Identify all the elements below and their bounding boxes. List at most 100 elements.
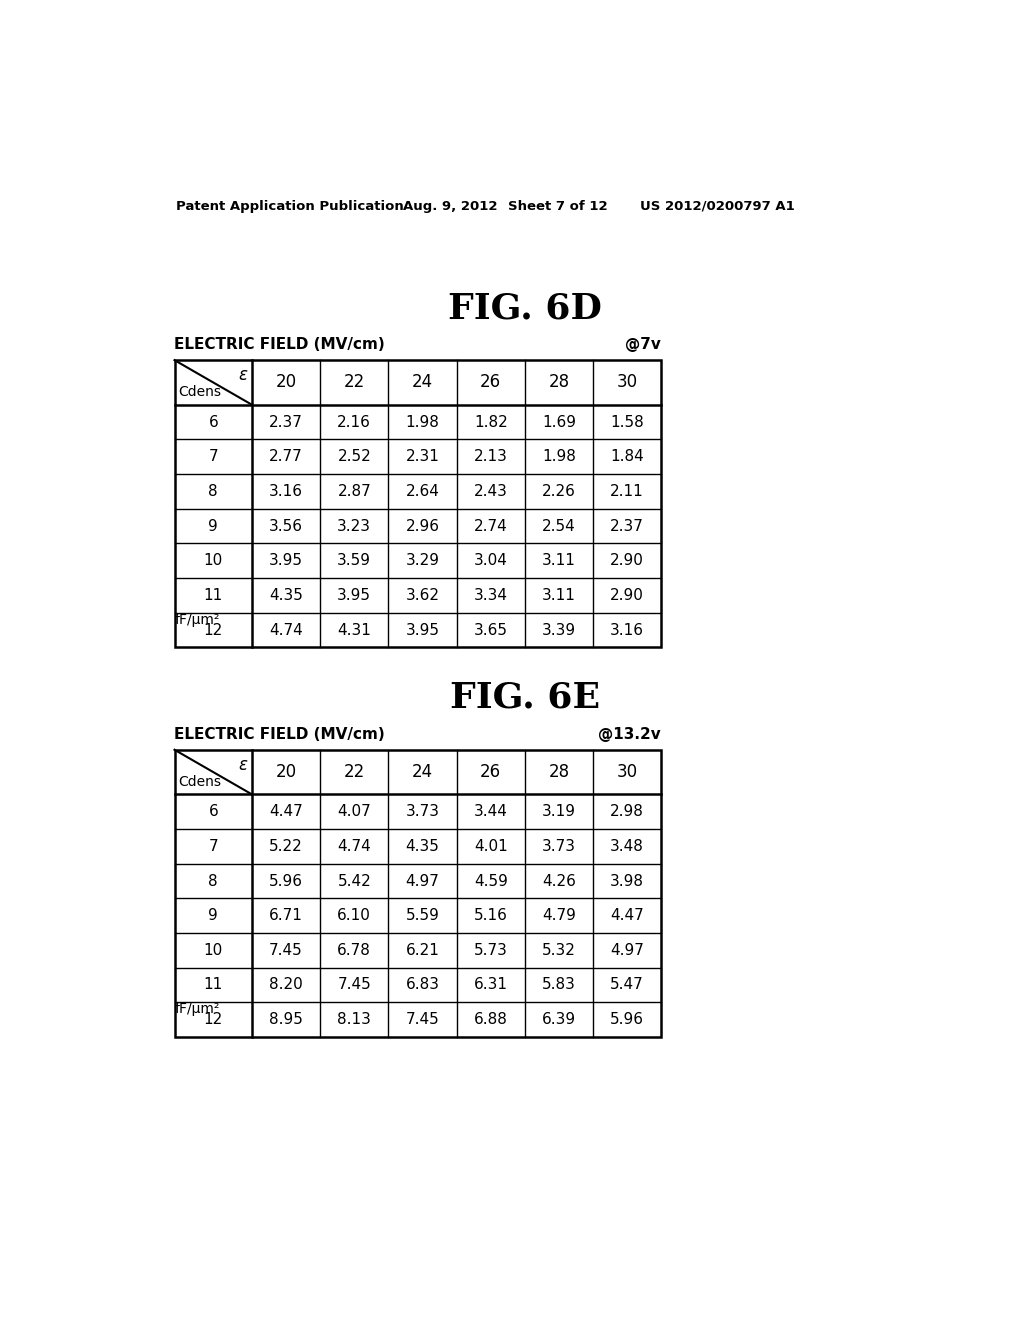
Text: fF/μm²: fF/μm²	[174, 1002, 220, 1015]
Text: 4.79: 4.79	[542, 908, 575, 923]
Text: FIG. 6D: FIG. 6D	[447, 292, 602, 326]
Text: 2.13: 2.13	[474, 449, 508, 465]
Text: US 2012/0200797 A1: US 2012/0200797 A1	[640, 199, 795, 213]
Text: 4.59: 4.59	[474, 874, 508, 888]
Text: 3.39: 3.39	[542, 623, 575, 638]
Text: 4.47: 4.47	[610, 908, 644, 923]
Text: 10: 10	[204, 942, 223, 958]
Text: 10: 10	[204, 553, 223, 568]
Text: 6.83: 6.83	[406, 978, 439, 993]
Text: 2.37: 2.37	[269, 414, 303, 429]
Text: 3.04: 3.04	[474, 553, 508, 568]
Text: 6: 6	[208, 804, 218, 820]
Text: 3.16: 3.16	[269, 484, 303, 499]
Text: 9: 9	[208, 519, 218, 533]
Text: 22: 22	[344, 763, 365, 781]
Text: 3.19: 3.19	[542, 804, 575, 820]
Text: 3.73: 3.73	[542, 840, 575, 854]
Text: 3.56: 3.56	[269, 519, 303, 533]
Text: 5.73: 5.73	[474, 942, 508, 958]
Text: 24: 24	[412, 374, 433, 392]
Text: 4.35: 4.35	[406, 840, 439, 854]
Text: 3.95: 3.95	[337, 587, 372, 603]
Text: 4.26: 4.26	[542, 874, 575, 888]
Text: 6.88: 6.88	[474, 1012, 508, 1027]
Text: 5.42: 5.42	[338, 874, 371, 888]
Text: 5.32: 5.32	[542, 942, 575, 958]
Text: 3.95: 3.95	[406, 623, 439, 638]
Text: 3.65: 3.65	[474, 623, 508, 638]
Text: 7.45: 7.45	[338, 978, 371, 993]
Text: 2.37: 2.37	[610, 519, 644, 533]
Text: 3.44: 3.44	[474, 804, 508, 820]
Text: 3.48: 3.48	[610, 840, 644, 854]
Text: 4.47: 4.47	[269, 804, 303, 820]
Text: 4.07: 4.07	[338, 804, 371, 820]
Text: 4.97: 4.97	[406, 874, 439, 888]
Text: 1.69: 1.69	[542, 414, 575, 429]
Text: fF/μm²: fF/μm²	[174, 612, 220, 627]
Text: 8: 8	[209, 874, 218, 888]
Text: 2.54: 2.54	[542, 519, 575, 533]
Bar	[174, 360, 662, 647]
Text: 9: 9	[208, 908, 218, 923]
Text: 1.84: 1.84	[610, 449, 644, 465]
Text: 3.16: 3.16	[610, 623, 644, 638]
Text: 2.77: 2.77	[269, 449, 303, 465]
Text: ε: ε	[239, 367, 248, 384]
Bar	[174, 750, 662, 1038]
Text: 6: 6	[208, 414, 218, 429]
Text: 30: 30	[616, 374, 638, 392]
Text: 8.20: 8.20	[269, 978, 303, 993]
Text: 6.31: 6.31	[474, 978, 508, 993]
Text: 20: 20	[275, 374, 297, 392]
Text: 5.47: 5.47	[610, 978, 644, 993]
Text: 2.11: 2.11	[610, 484, 644, 499]
Text: Cdens: Cdens	[178, 385, 221, 400]
Text: 2.74: 2.74	[474, 519, 508, 533]
Text: 1.58: 1.58	[610, 414, 644, 429]
Text: 26: 26	[480, 763, 502, 781]
Text: 4.74: 4.74	[338, 840, 371, 854]
Text: 4.01: 4.01	[474, 840, 508, 854]
Text: 12: 12	[204, 1012, 223, 1027]
Text: 2.43: 2.43	[474, 484, 508, 499]
Text: 3.73: 3.73	[406, 804, 439, 820]
Text: FIG. 6E: FIG. 6E	[450, 680, 600, 714]
Text: @13.2v: @13.2v	[598, 727, 662, 742]
Text: 5.22: 5.22	[269, 840, 303, 854]
Text: 2.90: 2.90	[610, 553, 644, 568]
Text: @7v: @7v	[626, 337, 662, 352]
Text: 5.16: 5.16	[474, 908, 508, 923]
Text: Aug. 9, 2012: Aug. 9, 2012	[403, 199, 498, 213]
Text: ELECTRIC FIELD (MV/cm): ELECTRIC FIELD (MV/cm)	[174, 337, 385, 352]
Text: 3.23: 3.23	[337, 519, 372, 533]
Text: 2.26: 2.26	[542, 484, 575, 499]
Text: 1.98: 1.98	[542, 449, 575, 465]
Text: 3.98: 3.98	[610, 874, 644, 888]
Text: 1.82: 1.82	[474, 414, 508, 429]
Text: 2.96: 2.96	[406, 519, 439, 533]
Text: 3.11: 3.11	[542, 553, 575, 568]
Text: 7: 7	[209, 840, 218, 854]
Text: 28: 28	[548, 763, 569, 781]
Text: 11: 11	[204, 978, 223, 993]
Text: 6.78: 6.78	[337, 942, 372, 958]
Text: Sheet 7 of 12: Sheet 7 of 12	[508, 199, 607, 213]
Text: 11: 11	[204, 587, 223, 603]
Text: 1.98: 1.98	[406, 414, 439, 429]
Text: 4.97: 4.97	[610, 942, 644, 958]
Text: 7.45: 7.45	[269, 942, 303, 958]
Text: 2.98: 2.98	[610, 804, 644, 820]
Text: 30: 30	[616, 763, 638, 781]
Text: 3.29: 3.29	[406, 553, 439, 568]
Text: 8.13: 8.13	[337, 1012, 372, 1027]
Text: Patent Application Publication: Patent Application Publication	[176, 199, 403, 213]
Text: 5.96: 5.96	[269, 874, 303, 888]
Text: 6.39: 6.39	[542, 1012, 575, 1027]
Text: 2.64: 2.64	[406, 484, 439, 499]
Text: ε: ε	[239, 756, 248, 774]
Text: 8.95: 8.95	[269, 1012, 303, 1027]
Text: 3.11: 3.11	[542, 587, 575, 603]
Text: 26: 26	[480, 374, 502, 392]
